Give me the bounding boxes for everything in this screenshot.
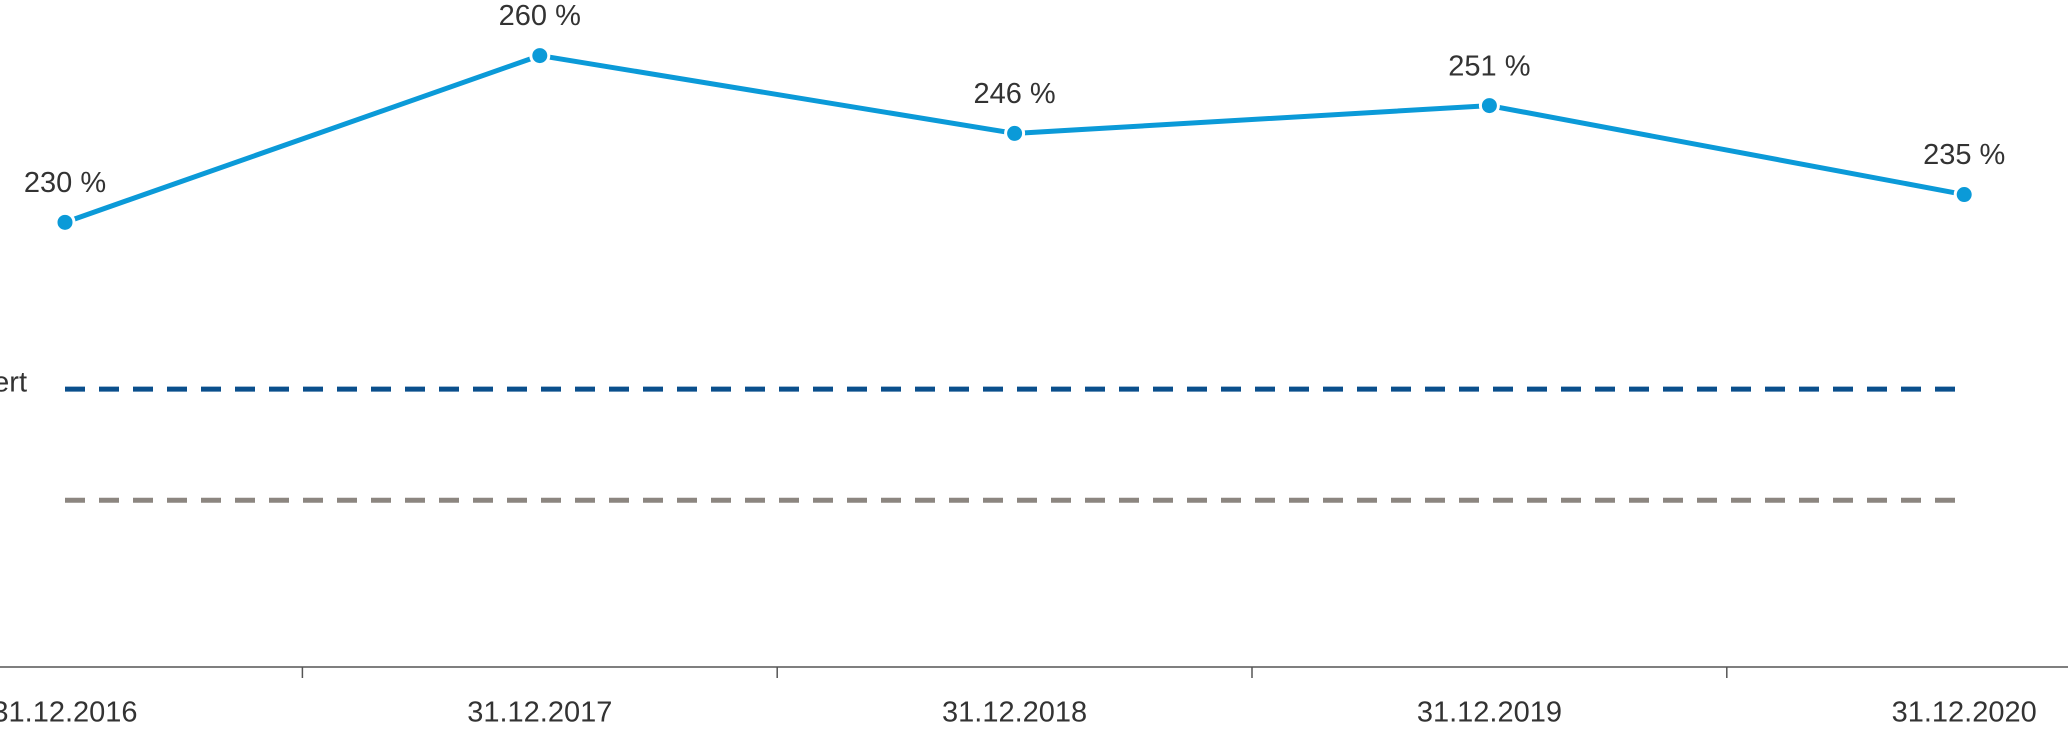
data-label: 230 % — [24, 167, 106, 199]
point — [1953, 184, 1975, 206]
point — [54, 211, 76, 233]
x-tick-label: 31.12.2020 — [1892, 697, 2037, 729]
x-tick-label: 31.12.2016 — [0, 697, 138, 729]
point — [1478, 95, 1500, 117]
x-tick-label: 31.12.2018 — [942, 697, 1087, 729]
point — [1004, 122, 1026, 144]
point — [529, 45, 551, 67]
data-label: 251 % — [1448, 50, 1530, 82]
data-label: 246 % — [973, 78, 1055, 110]
reference-label: ert — [0, 367, 27, 399]
x-tick-label: 31.12.2017 — [467, 697, 612, 729]
x-tick-label: 31.12.2019 — [1417, 697, 1562, 729]
data-label: 235 % — [1923, 139, 2005, 171]
data-label: 260 % — [499, 0, 581, 32]
